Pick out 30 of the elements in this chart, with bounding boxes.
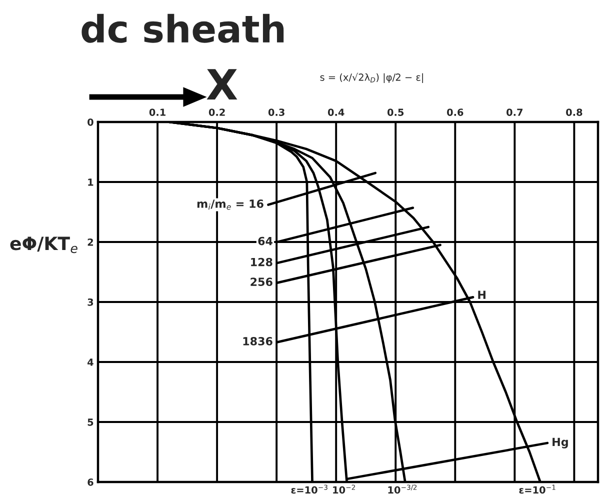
series-label: ε=10$^{−1}$	[519, 484, 556, 494]
y-tick-label: 4	[88, 358, 94, 366]
series-label: 64	[258, 236, 272, 246]
series-label: 1836	[243, 337, 272, 346]
series-label: m$_{i}$/m$_{e}$ = 16	[197, 200, 264, 210]
y-tick-label: 1	[88, 178, 94, 186]
y-tick-label: 2	[88, 238, 93, 246]
series-label: ε=10$^{−3}$	[291, 484, 328, 494]
text: s = (x/√2λ$_{D}$) |φ/2 − ε|	[320, 72, 423, 84]
x-tick-label: 0.5	[387, 108, 404, 116]
series-label: 256	[250, 278, 272, 286]
x-tick-label: 0.3	[268, 108, 284, 116]
text: X	[206, 69, 238, 100]
series-label: 10$^{−3/2}$	[388, 484, 417, 494]
y-tick-label: 6	[88, 478, 94, 486]
annotation: H	[478, 290, 486, 299]
y-axis-title: eΦ/KT$_{e}$	[10, 236, 78, 254]
chart-title: dc sheath	[82, 14, 284, 43]
x-tick-label: 0.1	[149, 108, 166, 116]
x-tick-label: 0.6	[446, 108, 464, 116]
x-tick-label: 0.4	[328, 108, 344, 116]
x-tick-label: 0.8	[566, 108, 582, 116]
series-label: Hg	[552, 438, 568, 448]
series-label: 10$^{−2}$	[333, 484, 355, 494]
y-tick-label: 0	[88, 118, 94, 126]
x-tick-label: 0.2	[208, 108, 225, 116]
y-tick-label: 3	[88, 298, 94, 306]
y-tick-label: 5	[88, 418, 94, 426]
series-label: 128	[251, 258, 272, 266]
x-tick-label: 0.7	[506, 108, 523, 116]
